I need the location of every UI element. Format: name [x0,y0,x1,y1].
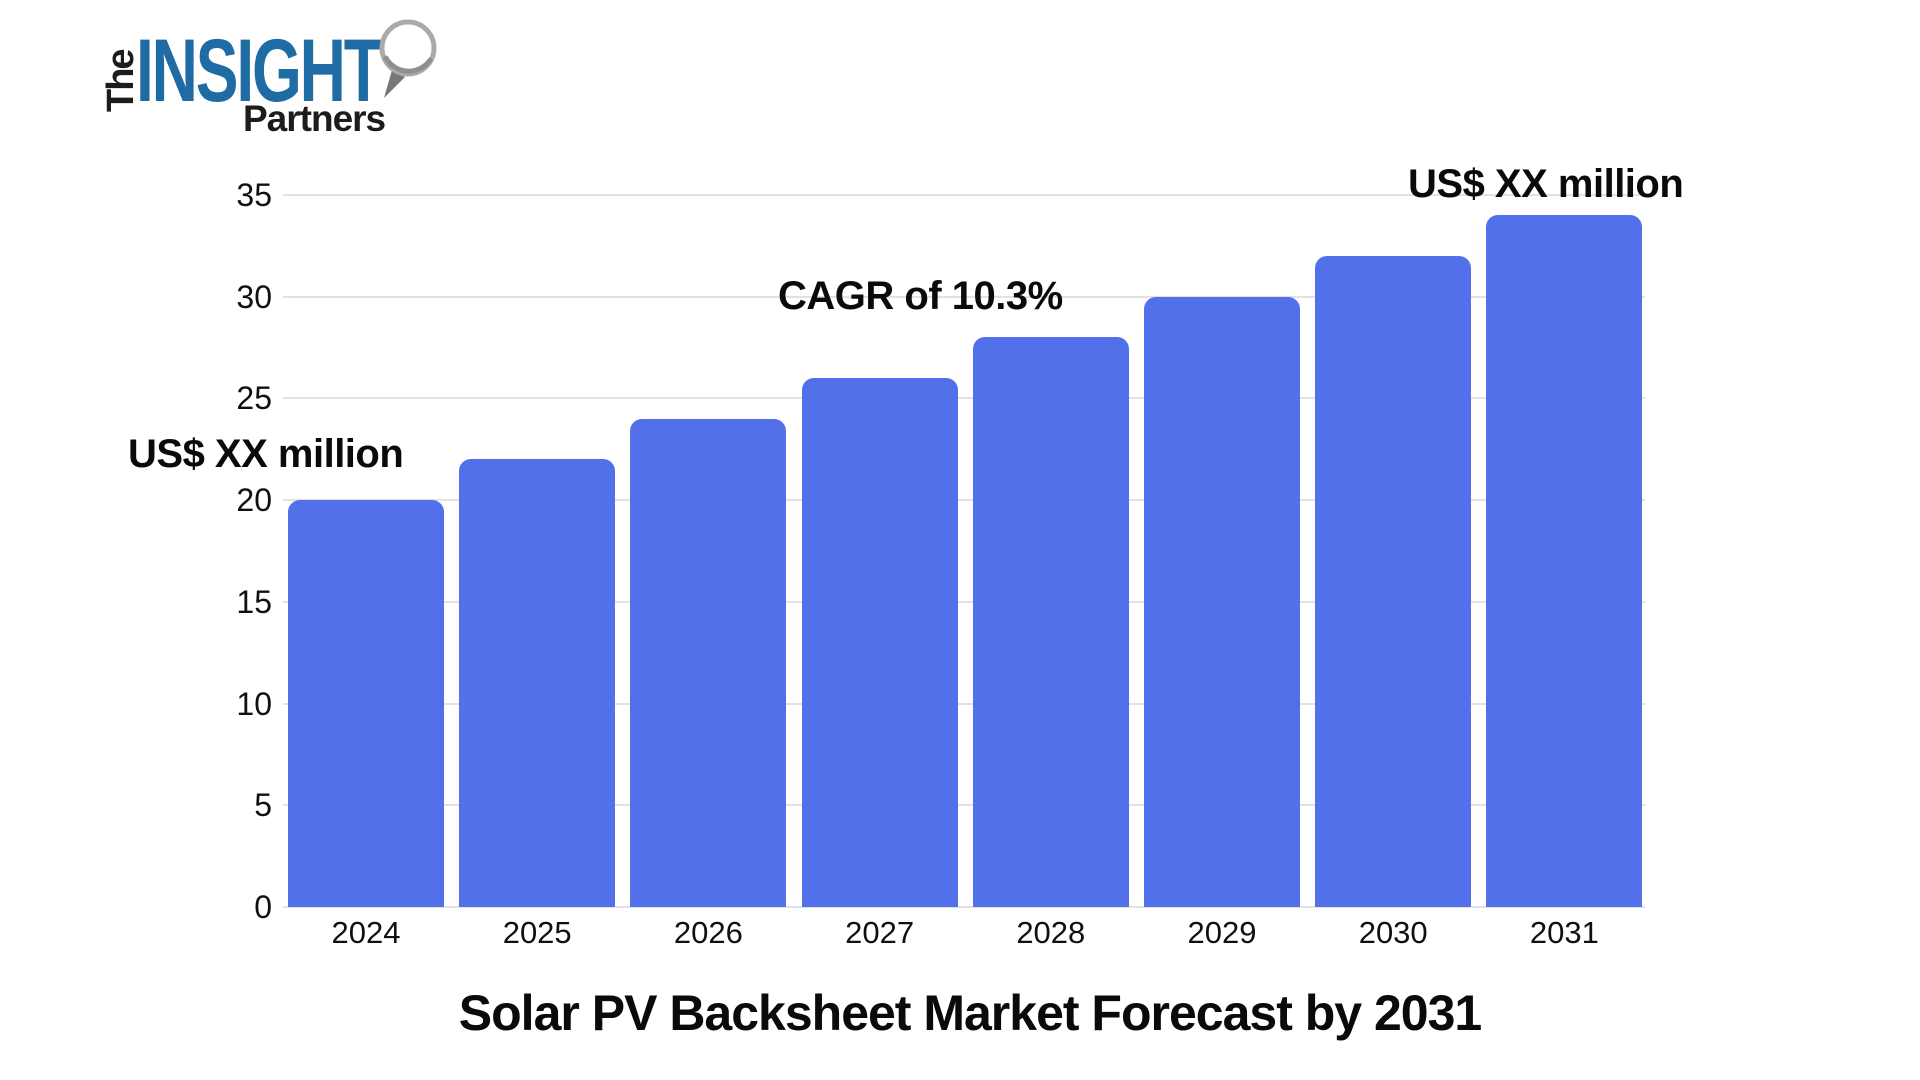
x-tick-label-2027: 2027 [845,915,915,950]
bar-2029 [1144,296,1300,907]
y-tick-label-35: 35 [236,177,272,213]
bar-2024 [288,500,444,907]
x-tick-label-2025: 2025 [502,915,572,950]
y-tick-label-10: 10 [236,685,272,722]
x-tick-label-2031: 2031 [1529,915,1599,950]
bar-2027 [801,378,958,907]
gridline-10 [283,702,1645,705]
insight-partners-logo: The INSIGHT Partners [100,14,460,144]
chart-title: Solar PV Backsheet Market Forecast by 20… [458,985,1482,1041]
bar-2025 [459,459,616,907]
y-tick-label-20: 20 [236,482,272,519]
gridline-25 [283,397,1645,400]
x-tick-label-2026: 2026 [673,915,743,950]
y-tick-label-0: 0 [254,889,272,925]
logo-word-partners: Partners [243,98,386,139]
gridline-15 [283,600,1645,603]
logo-word-insight: INSIGHT [136,20,383,120]
magnifier-icon [379,19,437,98]
y-tick-label-5: 5 [254,787,272,824]
gridline-5 [283,804,1645,807]
x-tick-label-2029: 2029 [1187,915,1257,950]
y-tick-label-15: 15 [236,583,272,620]
bar-2026 [630,418,787,907]
x-tick-label-2030: 2030 [1358,915,1428,950]
gridline-35 [283,194,1645,196]
y-tick-label-30: 30 [236,278,272,315]
x-tick-label-2024: 2024 [331,915,401,950]
bar-2031 [1486,215,1643,907]
x-tick-label-2028: 2028 [1016,915,1086,950]
bar-2028 [972,337,1129,907]
gridline-30 [283,295,1645,298]
gridline-20 [283,499,1645,502]
gridline-0 [283,906,1645,908]
y-tick-label-25: 25 [236,380,272,417]
bar-2030 [1315,256,1472,907]
annotation-2031-value: US$ XX million [1408,162,1684,206]
annotation-2024-value: US$ XX million [128,432,404,476]
annotation-cagr: CAGR of 10.3% [778,274,1063,318]
